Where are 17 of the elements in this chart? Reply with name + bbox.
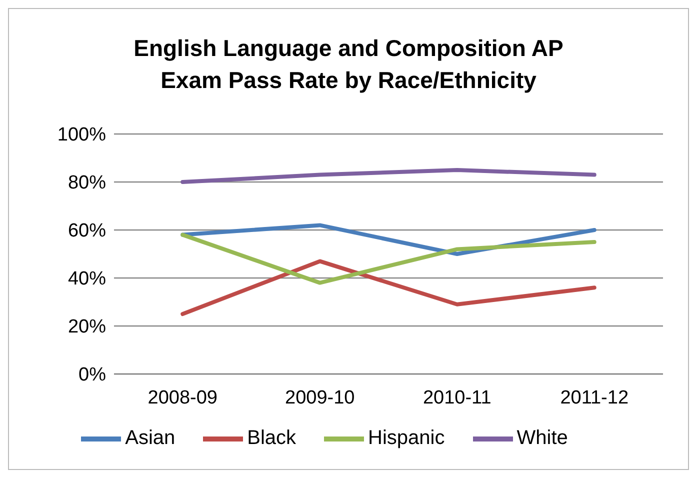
y-tick-label: 60% — [68, 220, 106, 242]
chart-title: English Language and Composition AP Exam Pass Rate by Race/Ethnicity — [132, 34, 564, 95]
legend-label: White — [516, 427, 568, 450]
x-tick-label: 2011-12 — [560, 387, 629, 408]
line-series — [180, 259, 596, 316]
x-tick-label: 2009-10 — [285, 387, 355, 408]
y-tick-label: 40% — [68, 268, 106, 290]
x-tick-label: 2010-11 — [422, 387, 492, 408]
y-tick-label: 20% — [68, 316, 106, 338]
legend-label: Asian — [125, 427, 176, 450]
x-tick-label: 2008-09 — [148, 387, 218, 408]
legend-label: Hispanic — [368, 427, 445, 450]
legend-label: Black — [247, 427, 296, 450]
y-tick-label: 80% — [68, 172, 106, 194]
line-series — [180, 232, 596, 285]
y-tick-label: 100% — [57, 124, 106, 146]
y-tick-label: 0% — [78, 364, 106, 386]
